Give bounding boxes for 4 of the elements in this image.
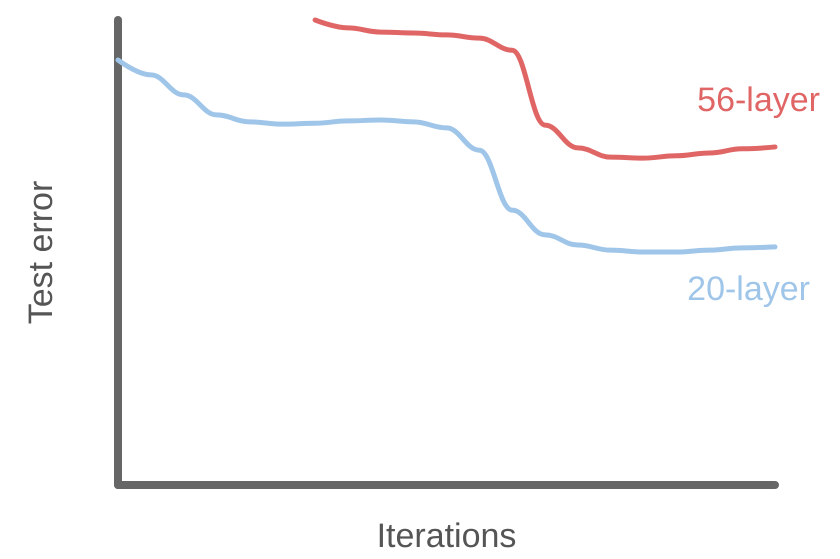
x-axis-title: Iterations <box>376 517 516 555</box>
y-axis-title: Test error <box>22 180 60 324</box>
series-label: 56-layer <box>697 80 820 119</box>
series-label: 20-layer <box>687 270 810 308</box>
